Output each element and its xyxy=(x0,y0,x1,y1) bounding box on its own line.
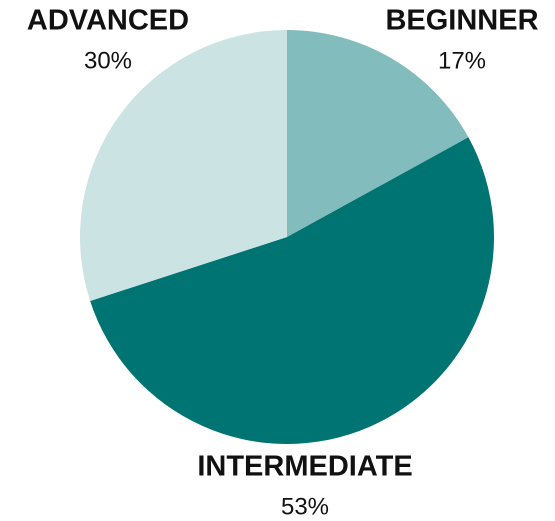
slice-value: 17% xyxy=(438,47,486,74)
slice-label: INTERMEDIATE xyxy=(197,451,412,483)
slice-value: 53% xyxy=(281,493,329,520)
slice-value: 30% xyxy=(84,47,132,74)
pie-slice xyxy=(90,137,495,445)
slice-label: ADVANCED xyxy=(27,5,189,37)
pie-slice xyxy=(287,30,469,237)
slice-label: BEGINNER xyxy=(385,5,538,37)
pie-slice xyxy=(79,30,287,301)
